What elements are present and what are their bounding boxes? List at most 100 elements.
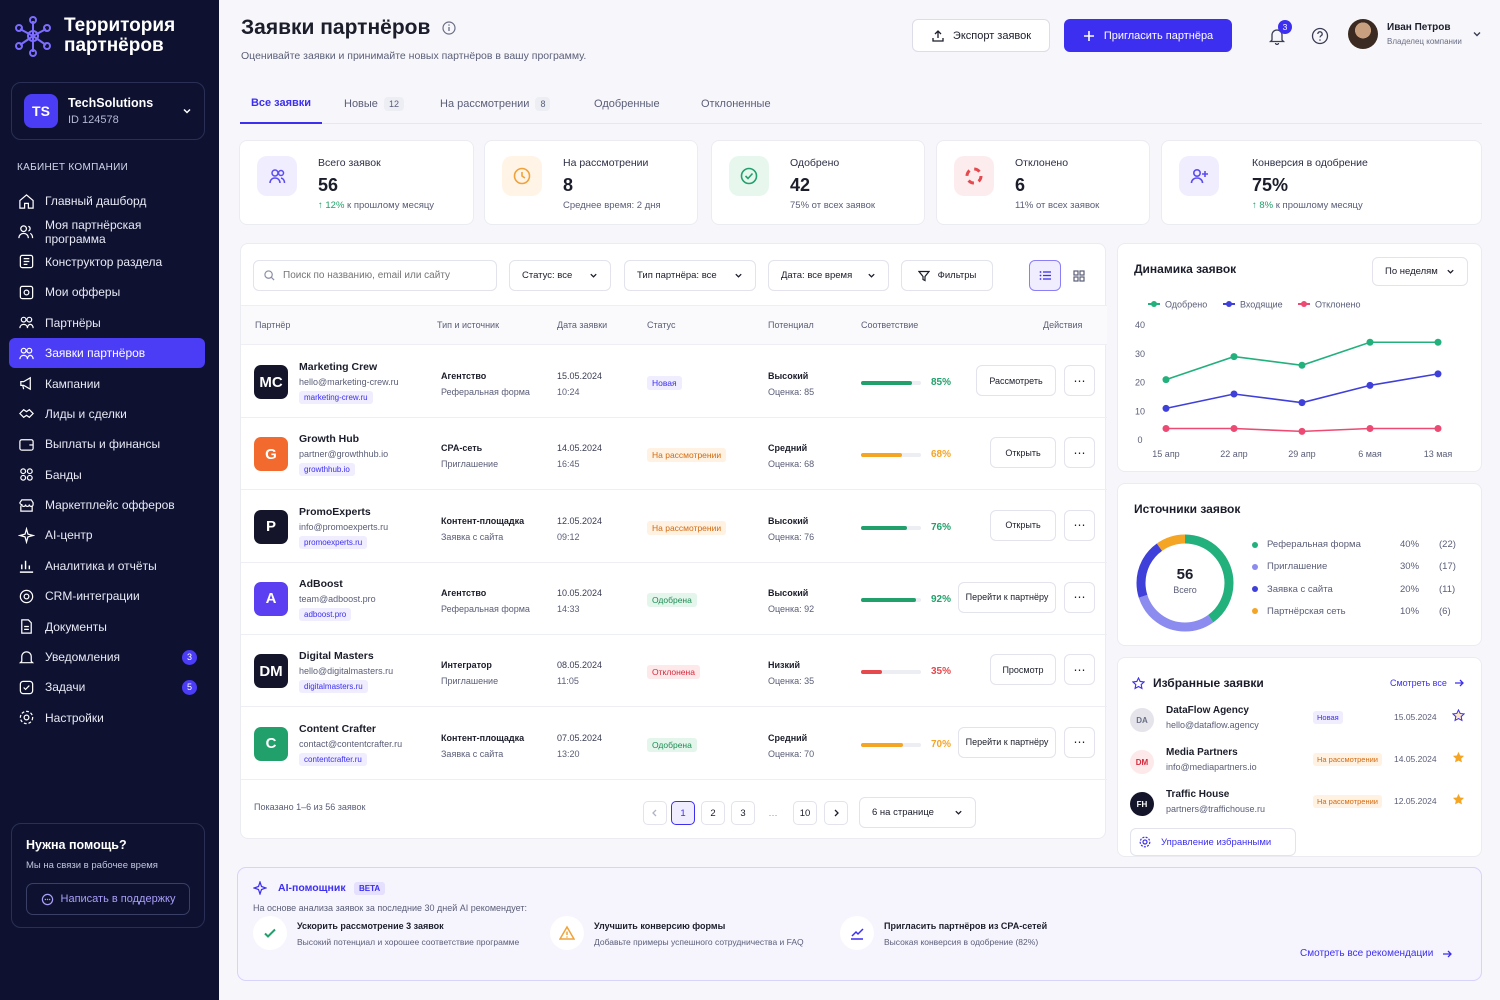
page-button[interactable]: 3 bbox=[731, 801, 755, 825]
tab-0[interactable]: Все заявки bbox=[240, 84, 322, 124]
col-potential[interactable]: Потенциал bbox=[768, 320, 814, 330]
more-options-button[interactable]: ⋯ bbox=[1064, 437, 1095, 469]
period-select[interactable]: По неделям bbox=[1372, 257, 1468, 286]
more-options-button[interactable]: ⋯ bbox=[1064, 365, 1095, 396]
per-page-select[interactable]: 6 на странице bbox=[859, 797, 976, 828]
star-outline-icon[interactable] bbox=[1452, 709, 1465, 722]
tab-2[interactable]: На рассмотрении 8 bbox=[440, 84, 558, 124]
sidebar-item-1[interactable]: Моя партнёрская программа bbox=[9, 216, 205, 246]
sidebar-item-12[interactable]: Аналитика и отчёты bbox=[9, 551, 205, 581]
col-status[interactable]: Статус bbox=[647, 320, 676, 330]
sidebar-item-7[interactable]: Лиды и сделки bbox=[9, 399, 205, 429]
sidebar-item-17[interactable]: Настройки bbox=[9, 703, 205, 733]
partner-name[interactable]: Digital Masters bbox=[299, 650, 374, 663]
partner-name[interactable]: AdBoost bbox=[299, 577, 343, 590]
row-action-button[interactable]: Открыть bbox=[990, 509, 1056, 541]
col-type[interactable]: Тип и источник bbox=[437, 320, 500, 330]
prev-page-button[interactable] bbox=[643, 801, 667, 825]
row-action-button[interactable]: Рассмотреть bbox=[976, 365, 1056, 396]
partner-domain[interactable]: adboost.pro bbox=[299, 607, 352, 621]
search-input[interactable] bbox=[283, 270, 483, 281]
ai-see-all-link[interactable]: Смотреть все рекомендации bbox=[1300, 948, 1453, 959]
sidebar-item-label: Мои офферы bbox=[45, 285, 121, 300]
ai-title: AI-помощник bbox=[278, 882, 346, 894]
partner-domain[interactable]: contentcrafter.ru bbox=[299, 752, 367, 766]
help-button[interactable] bbox=[1311, 27, 1329, 45]
list-view-button[interactable] bbox=[1029, 260, 1061, 291]
sidebar-item-0[interactable]: Главный дашборд bbox=[9, 186, 205, 216]
table-row[interactable]: C Content Crafter contact@contentcrafter.r… bbox=[241, 708, 1107, 780]
date-filter[interactable]: Дата: все время bbox=[768, 260, 889, 291]
user-menu[interactable]: Иван Петров Владелец компании bbox=[1348, 19, 1482, 49]
company-switcher[interactable]: TS TechSolutions ID 124578 bbox=[11, 82, 205, 140]
partner-domain[interactable]: growthhub.io bbox=[299, 463, 355, 477]
col-date[interactable]: Дата заявки bbox=[557, 320, 608, 330]
export-button[interactable]: Экспорт заявок bbox=[912, 19, 1050, 52]
next-page-button[interactable] bbox=[824, 801, 848, 825]
table-row[interactable]: P PromoExperts info@promoexperts.ru promoex… bbox=[241, 491, 1107, 563]
table-row[interactable]: A AdBoost team@adboost.pro adboost.pro Агент… bbox=[241, 563, 1107, 635]
status-filter[interactable]: Статус: все bbox=[509, 260, 611, 291]
more-options-button[interactable]: ⋯ bbox=[1064, 726, 1095, 758]
ai-intro: На основе анализа заявок за последние 30… bbox=[253, 903, 527, 913]
favorite-item[interactable]: FH Traffic House partners@traffichouse.ru Н… bbox=[1130, 786, 1470, 828]
favorite-email: info@mediapartners.io bbox=[1166, 762, 1257, 772]
row-action-button[interactable]: Перейти к партнёру bbox=[958, 581, 1056, 613]
sidebar-item-2[interactable]: Конструктор раздела bbox=[9, 247, 205, 277]
more-options-button[interactable]: ⋯ bbox=[1064, 654, 1095, 686]
star-filled-icon[interactable] bbox=[1452, 793, 1465, 806]
partner-domain[interactable]: promoexperts.ru bbox=[299, 535, 368, 549]
partner-name[interactable]: PromoExperts bbox=[299, 505, 371, 518]
search-box[interactable] bbox=[253, 260, 497, 291]
partner-domain[interactable]: digitalmasters.ru bbox=[299, 680, 368, 694]
partner-name[interactable]: Marketing Crew bbox=[299, 361, 378, 373]
sidebar-item-13[interactable]: CRM-интеграции bbox=[9, 581, 205, 611]
sidebar-item-15[interactable]: Уведомления 3 bbox=[9, 642, 205, 672]
info-icon[interactable] bbox=[442, 21, 456, 35]
tab-3[interactable]: Одобренные bbox=[594, 84, 666, 124]
tab-1[interactable]: Новые 12 bbox=[344, 84, 410, 124]
sidebar-item-14[interactable]: Документы bbox=[9, 611, 205, 641]
page-button[interactable]: 10 bbox=[793, 801, 817, 825]
partner-domain[interactable]: marketing-crew.ru bbox=[299, 391, 373, 404]
ai-recommendation[interactable]: Пригласить партнёров из CPA-сетей Высокая… bbox=[840, 916, 1047, 950]
notifications-button[interactable]: 3 bbox=[1268, 20, 1292, 45]
sidebar-item-9[interactable]: Банды bbox=[9, 460, 205, 490]
favorite-item[interactable]: DM Media Partners info@mediapartners.io На … bbox=[1130, 744, 1470, 786]
tab-4[interactable]: Отклоненные bbox=[701, 84, 775, 124]
sidebar-item-16[interactable]: Задачи 5 bbox=[9, 672, 205, 702]
sidebar-item-4[interactable]: Партнёры bbox=[9, 308, 205, 338]
ai-recommendation[interactable]: Улучшить конверсию формы Добавьте примеры… bbox=[550, 916, 804, 950]
manage-favorites-button[interactable]: Управление избранными bbox=[1130, 828, 1296, 856]
row-action-button[interactable]: Перейти к партнёру bbox=[958, 726, 1056, 758]
sidebar-item-8[interactable]: Выплаты и финансы bbox=[9, 429, 205, 459]
sidebar-item-6[interactable]: Кампании bbox=[9, 368, 205, 398]
sidebar-item-5[interactable]: Заявки партнёров bbox=[9, 337, 205, 369]
partner-name[interactable]: Growth Hub bbox=[299, 433, 360, 446]
support-button[interactable]: Написать в поддержку bbox=[26, 883, 190, 915]
sidebar-item-3[interactable]: Мои офферы bbox=[9, 277, 205, 307]
partner-type-filter[interactable]: Тип партнёра: все bbox=[624, 260, 756, 291]
partner-name[interactable]: Content Crafter bbox=[299, 722, 377, 735]
favorite-item[interactable]: DA DataFlow Agency hello@dataflow.agency Но… bbox=[1130, 702, 1470, 744]
sidebar-item-11[interactable]: AI-центр bbox=[9, 520, 205, 550]
page-button[interactable]: 2 bbox=[701, 801, 725, 825]
invite-partner-button[interactable]: Пригласить партнёра bbox=[1064, 19, 1232, 52]
more-options-button[interactable]: ⋯ bbox=[1064, 581, 1095, 613]
col-partner[interactable]: Партнёр bbox=[255, 320, 291, 330]
ai-recommendation[interactable]: Ускорить рассмотрение 3 заявок Высокий по… bbox=[253, 916, 519, 950]
brand-logo[interactable]: Территория партнёров bbox=[12, 15, 175, 57]
grid-view-button[interactable] bbox=[1063, 260, 1095, 291]
row-action-button[interactable]: Просмотр bbox=[990, 654, 1056, 686]
sidebar-item-10[interactable]: Маркетплейс офферов bbox=[9, 490, 205, 520]
star-filled-icon[interactable] bbox=[1452, 751, 1465, 764]
more-options-button[interactable]: ⋯ bbox=[1064, 509, 1095, 541]
favorites-see-all-link[interactable]: Смотреть все bbox=[1390, 678, 1464, 688]
table-row[interactable]: MC Marketing Crew hello@marketing-crew.ru m… bbox=[241, 346, 1107, 418]
filters-button[interactable]: Фильтры bbox=[901, 260, 993, 291]
col-match[interactable]: Соответствие bbox=[861, 320, 919, 330]
row-action-button[interactable]: Открыть bbox=[990, 437, 1056, 469]
table-row[interactable]: G Growth Hub partner@growthhub.io growthhub… bbox=[241, 418, 1107, 491]
page-button[interactable]: 1 bbox=[671, 801, 695, 825]
table-row[interactable]: DM Digital Masters hello@digitalmasters.ru… bbox=[241, 635, 1107, 708]
